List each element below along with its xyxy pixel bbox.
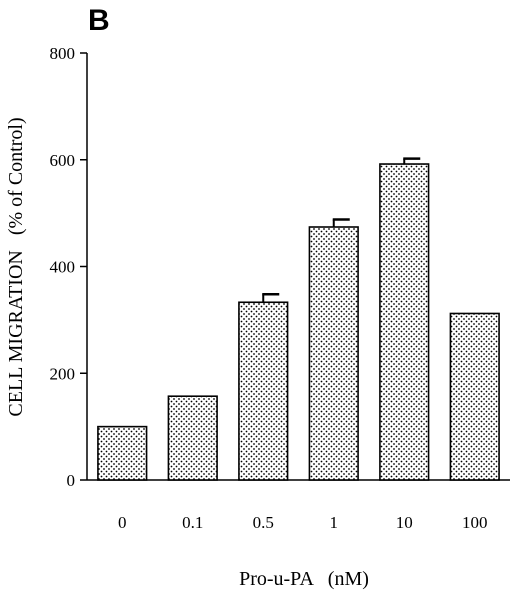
x-tick-label: 0.1 (182, 513, 203, 532)
bar-4 (379, 163, 430, 481)
y-tick-label: 800 (50, 44, 76, 63)
x-tick-label: 10 (396, 513, 413, 532)
x-tick-label: 0.5 (253, 513, 274, 532)
y-axis-title: CELL MIGRATION (% of Control) (5, 117, 27, 416)
x-axis-title: Pro-u-PA (nM) (239, 568, 369, 590)
bar-1 (167, 395, 218, 481)
bar-2 (238, 301, 289, 481)
y-tick-label: 600 (50, 151, 76, 170)
x-tick-label: 100 (462, 513, 488, 532)
panel-letter: B (88, 4, 110, 37)
bar-0 (97, 425, 148, 481)
plot-area: 0 200 400 600 800 0 0.1 0.5 1 10 100 (50, 44, 510, 532)
x-tick-label: 1 (330, 513, 339, 532)
y-tick-label: 200 (50, 364, 76, 383)
bar-5 (449, 312, 500, 481)
y-tick-label: 400 (50, 258, 76, 277)
x-tick-label: 0 (118, 513, 127, 532)
y-tick-label: 0 (67, 471, 76, 490)
bar-3 (308, 226, 359, 481)
